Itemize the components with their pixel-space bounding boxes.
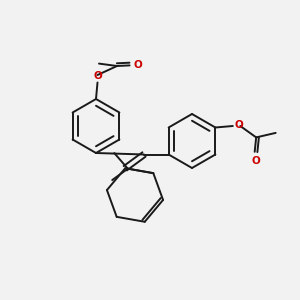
- Text: O: O: [133, 60, 142, 70]
- Text: O: O: [234, 120, 243, 130]
- Text: O: O: [93, 71, 102, 81]
- Text: O: O: [252, 156, 261, 166]
